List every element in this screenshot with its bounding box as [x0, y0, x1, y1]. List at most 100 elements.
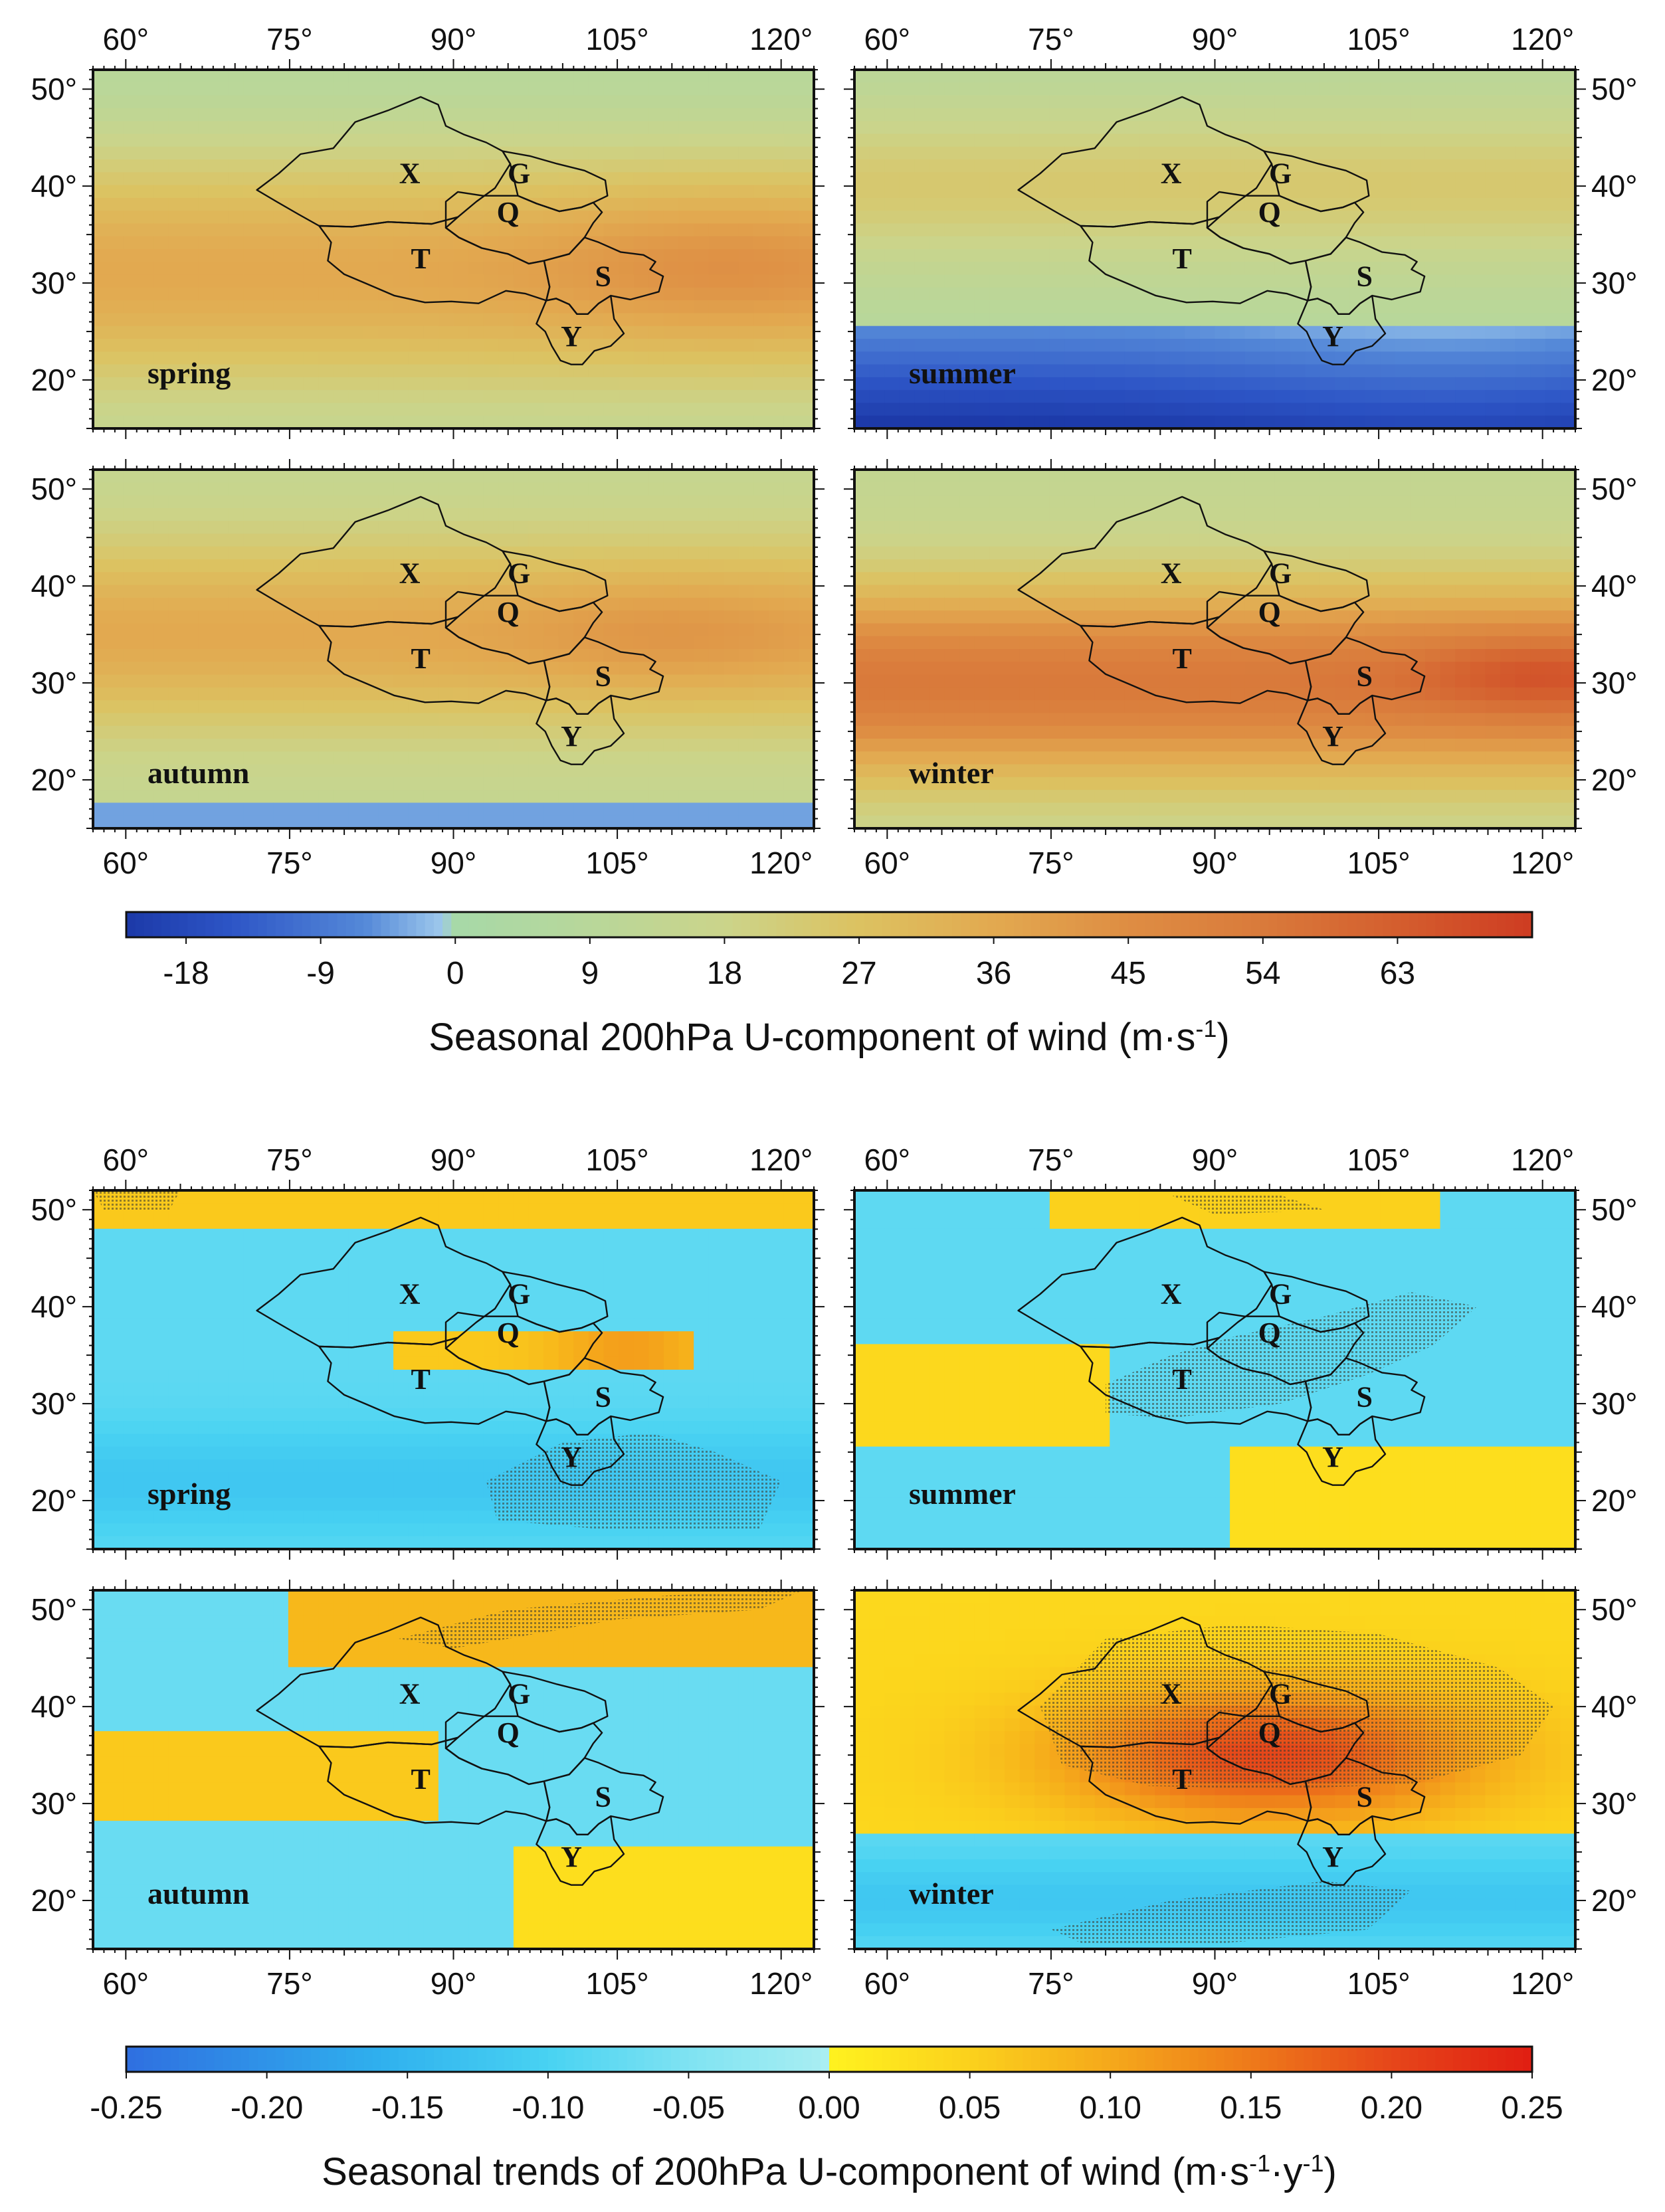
x-tick-label: 60°	[864, 846, 911, 880]
y-tick-label: 50°	[31, 472, 77, 506]
colorbar-tick-label: 45	[1111, 956, 1146, 991]
y-tick-label: 30°	[31, 1386, 77, 1421]
colorbar-tick-label: -0.05	[652, 2090, 725, 2126]
region-label-Q: Q	[497, 1716, 520, 1749]
y-tick-label: 30°	[1591, 266, 1638, 300]
x-tick-label: 120°	[749, 846, 813, 880]
region-label-S: S	[595, 260, 611, 292]
x-tick-label: 60°	[103, 1143, 149, 1177]
map-field: X GQ T SY	[854, 1190, 1575, 1549]
colorbar-tick-label: -0.10	[512, 2090, 584, 2126]
region-label-Y: Y	[561, 1841, 582, 1873]
map-field: X GQ T SY	[854, 470, 1575, 828]
map-field: X GQ T SY	[93, 70, 814, 428]
map-field: X GQ T SY	[93, 1190, 814, 1549]
colorbar-trend: -0.25 -0.20 -0.15 -0.10 -0.05 0.00 0.05 0.10 0.1…	[90, 2045, 1563, 2194]
map-field: X GQ T SY	[93, 1590, 814, 1949]
season-label: autumn	[147, 756, 249, 790]
region-label-G: G	[508, 557, 530, 590]
region-label-Q: Q	[1258, 1716, 1281, 1749]
colorbar-tick-label: 0	[446, 956, 464, 991]
region-label-S: S	[1356, 660, 1372, 692]
colorbar-tick-label: 0.05	[939, 2090, 1001, 2126]
y-tick-label: 40°	[31, 1289, 77, 1324]
x-tick-label: 105°	[586, 1966, 649, 2001]
colorbar-title: Seasonal 200hPa U-component of wind (m·s…	[429, 1015, 1230, 1060]
region-label-S: S	[595, 660, 611, 692]
y-tick-label: 30°	[1591, 1386, 1638, 1421]
region-label-Q: Q	[1258, 196, 1281, 229]
y-tick-label: 40°	[31, 569, 77, 603]
colorbar-tick-label: -18	[163, 956, 209, 991]
significance-stipple	[399, 1590, 803, 1649]
colorbar-wind: -18 -9 0 9 18 27 36 45 54 63 Seasonal 200hPa U-com…	[125, 911, 1533, 1060]
y-tick-label: 20°	[1591, 1883, 1638, 1918]
colorbar-tick-label: 0.20	[1361, 2090, 1422, 2126]
colorbar-title: Seasonal trends of 200hPa U-component of…	[322, 2150, 1337, 2194]
season-label: winter	[909, 1877, 994, 1910]
region-label-Y: Y	[1322, 720, 1343, 753]
x-tick-label: 90°	[1192, 1966, 1238, 2001]
x-tick-label: 105°	[586, 22, 649, 56]
region-label-Y: Y	[1322, 1841, 1343, 1873]
region-label-Q: Q	[497, 196, 520, 229]
x-tick-label: 120°	[1511, 846, 1574, 880]
y-tick-label: 30°	[31, 1786, 77, 1821]
region-label-Q: Q	[497, 596, 520, 628]
significance-stipple	[486, 1432, 781, 1530]
colorbar-tick-label: 9	[581, 956, 599, 991]
season-label: spring	[147, 356, 231, 390]
region-label-X: X	[1161, 557, 1182, 590]
y-tick-label: 30°	[1591, 1786, 1638, 1821]
region-label-X: X	[399, 1278, 421, 1311]
region-label-T: T	[411, 1363, 431, 1396]
region-label-S: S	[1356, 1380, 1372, 1413]
y-tick-label: 40°	[1591, 169, 1638, 203]
region-label-X: X	[1161, 1278, 1182, 1311]
x-tick-label: 75°	[266, 1966, 313, 2001]
x-tick-label: 75°	[266, 22, 313, 56]
region-label-T: T	[1173, 242, 1192, 275]
x-tick-label: 60°	[103, 22, 149, 56]
region-label-T: T	[411, 642, 431, 675]
region-label-S: S	[1356, 1780, 1372, 1813]
region-boundary-Y	[536, 1815, 625, 1886]
x-tick-label: 90°	[431, 846, 477, 880]
region-label-T: T	[411, 1763, 431, 1796]
colorbar-frame	[125, 911, 1533, 939]
region-label-G: G	[1269, 157, 1292, 190]
region-label-T: T	[1173, 1763, 1192, 1796]
colorbar-tick-label: 36	[976, 956, 1011, 991]
season-label: spring	[147, 1477, 231, 1511]
colorbar-tick-label: 0.00	[798, 2090, 860, 2126]
region-label-Y: Y	[561, 1441, 582, 1473]
region-label-S: S	[595, 1780, 611, 1813]
x-tick-label: 75°	[1028, 1143, 1074, 1177]
x-tick-label: 75°	[1028, 1966, 1074, 2001]
y-tick-label: 20°	[1591, 363, 1638, 397]
colorbar-tick-label: -9	[306, 956, 335, 991]
region-label-X: X	[399, 157, 421, 190]
colorbar-tick-label: -0.25	[90, 2090, 162, 2126]
significance-stipple	[1171, 1195, 1324, 1215]
y-tick-label: 40°	[1591, 569, 1638, 603]
season-label: autumn	[147, 1877, 249, 1910]
region-label-T: T	[411, 242, 431, 275]
region-label-Q: Q	[1258, 596, 1281, 628]
x-tick-label: 120°	[1511, 1143, 1574, 1177]
region-label-Y: Y	[561, 320, 582, 353]
y-tick-label: 40°	[31, 1689, 77, 1724]
x-tick-label: 120°	[749, 1143, 813, 1177]
colorbar-tick-label: 63	[1380, 956, 1415, 991]
region-label-G: G	[1269, 1278, 1292, 1311]
region-boundary-Y	[536, 694, 625, 765]
x-tick-label: 75°	[266, 1143, 313, 1177]
x-tick-label: 120°	[1511, 1966, 1574, 2001]
y-tick-label: 20°	[1591, 1483, 1638, 1518]
region-label-X: X	[1161, 157, 1182, 190]
